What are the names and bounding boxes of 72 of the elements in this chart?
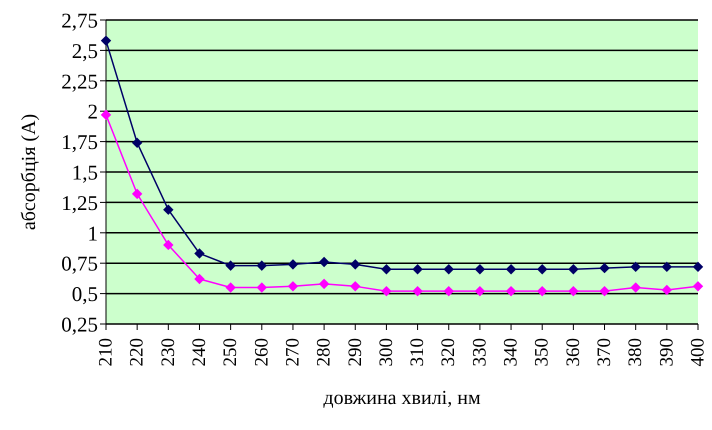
- x-tick-label: 400: [688, 338, 708, 366]
- point: [412, 264, 423, 274]
- point: [537, 286, 548, 296]
- point: [506, 264, 516, 274]
- point: [350, 281, 360, 292]
- x-tick-label: 390: [656, 338, 678, 366]
- x-tick-label: 300: [376, 338, 397, 366]
- point: [256, 260, 267, 271]
- point: [600, 286, 610, 296]
- x-tick-label: 240: [188, 338, 210, 366]
- x-tick-label: 360: [562, 338, 584, 366]
- x-tick-label: 350: [532, 338, 553, 366]
- y-axis-title: абсорбція (A): [18, 114, 40, 230]
- point: [568, 286, 578, 296]
- point: [474, 264, 485, 274]
- point: [381, 286, 392, 296]
- y-tick-label: 2: [88, 100, 98, 124]
- x-tick-label: 270: [282, 338, 304, 366]
- point: [412, 286, 423, 296]
- point: [194, 274, 204, 284]
- x-tick-label: 290: [344, 338, 366, 366]
- point: [194, 248, 204, 258]
- y-tick-label: 1: [88, 221, 98, 246]
- x-tick-label: 220: [126, 338, 148, 366]
- point: [662, 262, 672, 272]
- point: [132, 138, 142, 148]
- point: [474, 286, 485, 296]
- point: [568, 264, 578, 274]
- point: [319, 278, 330, 289]
- point: [630, 262, 641, 272]
- point: [537, 264, 548, 274]
- x-tick-label: 340: [500, 338, 522, 366]
- y-tick-label: 1,5: [72, 160, 98, 184]
- x-tick-label: 210: [96, 338, 116, 366]
- x-tick-label: 320: [438, 338, 460, 366]
- x-tick-label: 230: [158, 338, 179, 366]
- point: [226, 282, 236, 293]
- point: [256, 282, 267, 293]
- point: [506, 286, 516, 296]
- y-tick-label: 2,5: [72, 38, 98, 63]
- point: [132, 188, 142, 199]
- y-tick-label: 2,75: [61, 8, 98, 32]
- point: [630, 282, 641, 293]
- point: [381, 264, 392, 274]
- point: [288, 281, 298, 292]
- y-tick-label: 1,75: [61, 130, 98, 154]
- point: [662, 284, 672, 295]
- x-tick-label: 330: [469, 338, 490, 366]
- point: [444, 286, 454, 296]
- y-tick-label: 0,75: [61, 252, 98, 276]
- point: [163, 204, 174, 215]
- y-tick-label: 1,25: [61, 190, 98, 215]
- point: [600, 263, 610, 274]
- point: [693, 281, 703, 292]
- x-axis-title: довжина хвилі, нм: [323, 387, 481, 410]
- point: [693, 262, 703, 272]
- x-tick-label: 260: [251, 338, 272, 366]
- x-tick-label: 380: [625, 338, 646, 366]
- point: [226, 260, 236, 271]
- point: [350, 259, 360, 270]
- y-tick-label: 0,25: [61, 312, 98, 336]
- x-tick-label: 310: [407, 338, 428, 366]
- point: [101, 36, 111, 46]
- x-tick-label: 250: [220, 338, 242, 366]
- y-tick-label: 0,5: [72, 282, 98, 306]
- point: [444, 264, 454, 274]
- point: [319, 256, 330, 267]
- point: [288, 259, 298, 270]
- point: [163, 240, 174, 250]
- x-tick-label: 370: [594, 338, 616, 366]
- x-tick-label: 280: [314, 338, 335, 366]
- y-tick-label: 2,25: [61, 69, 98, 94]
